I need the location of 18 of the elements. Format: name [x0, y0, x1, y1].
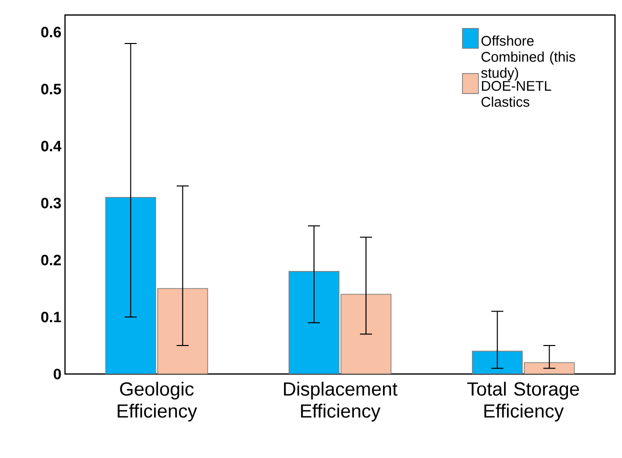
bar [105, 196, 156, 374]
y-tick-label: 0.3 [41, 198, 61, 208]
x-tick-label: Geologic Efficiency [118, 382, 198, 422]
bar [288, 271, 340, 374]
y-tick-label: 0.4 [41, 140, 62, 152]
bar [472, 350, 523, 374]
bar [157, 288, 208, 374]
y-tick-label: 0 [54, 368, 61, 380]
legend-label: DOE-NETL Clastics [482, 80, 552, 107]
legend-label: Offshore Combined (this study) [481, 36, 576, 81]
y-tick-label: 0.2 [41, 254, 61, 266]
bar [340, 294, 392, 374]
y-tick-label: 0.6 [41, 26, 61, 38]
x-tick-label: Total Storage Efficiency [467, 382, 579, 422]
y-tick-label: 0.5 [41, 84, 62, 94]
y-tick-label: 0.1 [41, 312, 62, 322]
bar [524, 362, 575, 374]
x-tick-label: Displacement Efficiency [284, 382, 398, 422]
